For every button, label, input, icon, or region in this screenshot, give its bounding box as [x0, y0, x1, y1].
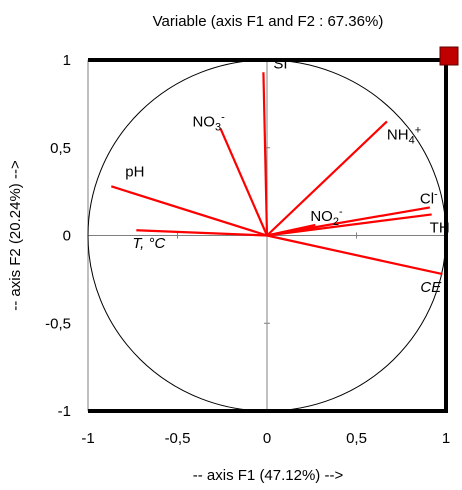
x-tick-label: -1 — [81, 430, 94, 447]
x-tick-label: -0,5 — [165, 430, 191, 447]
variable-label-th: TH — [430, 219, 450, 236]
variable-label-no3: NO3- — [192, 111, 225, 133]
vector-ph — [110, 185, 268, 237]
y-tick-label: 0,5 — [50, 140, 71, 157]
variable-label-no2: NO2- — [310, 206, 343, 228]
vector-tc — [136, 229, 268, 237]
x-axis-label: -- axis F1 (47.12%) --> — [193, 467, 344, 484]
variable-label-tc: T, °C — [132, 235, 165, 252]
vector-cl — [266, 206, 431, 237]
vector-ce — [266, 234, 443, 276]
variable-label-ph: pH — [125, 163, 144, 180]
x-tick-label: 0,5 — [346, 430, 367, 447]
vector-si — [262, 72, 269, 236]
variable-label-nh4: NH4+ — [387, 124, 421, 146]
corner-marker — [439, 46, 459, 66]
vector-nh4 — [266, 120, 388, 237]
y-tick-label: -0,5 — [45, 315, 71, 332]
y-tick-label: -1 — [58, 403, 71, 420]
y-tick-label: 1 — [63, 52, 71, 69]
variable-label-ce: CE — [420, 279, 442, 296]
vector-no3 — [219, 128, 269, 236]
variable-label-cl: Cl- — [420, 188, 438, 207]
chart-title: Variable (axis F1 and F2 : 67.36%) — [153, 13, 384, 30]
y-axis-label: -- axis F2 (20.24%) --> — [7, 160, 24, 311]
unit-circle — [87, 59, 447, 412]
x-tick-label: 0 — [263, 430, 271, 447]
x-tick-label: 1 — [442, 430, 450, 447]
variable-label-si: SI — [273, 55, 287, 72]
vector-th — [266, 213, 432, 237]
y-tick-label: 0 — [63, 228, 71, 245]
